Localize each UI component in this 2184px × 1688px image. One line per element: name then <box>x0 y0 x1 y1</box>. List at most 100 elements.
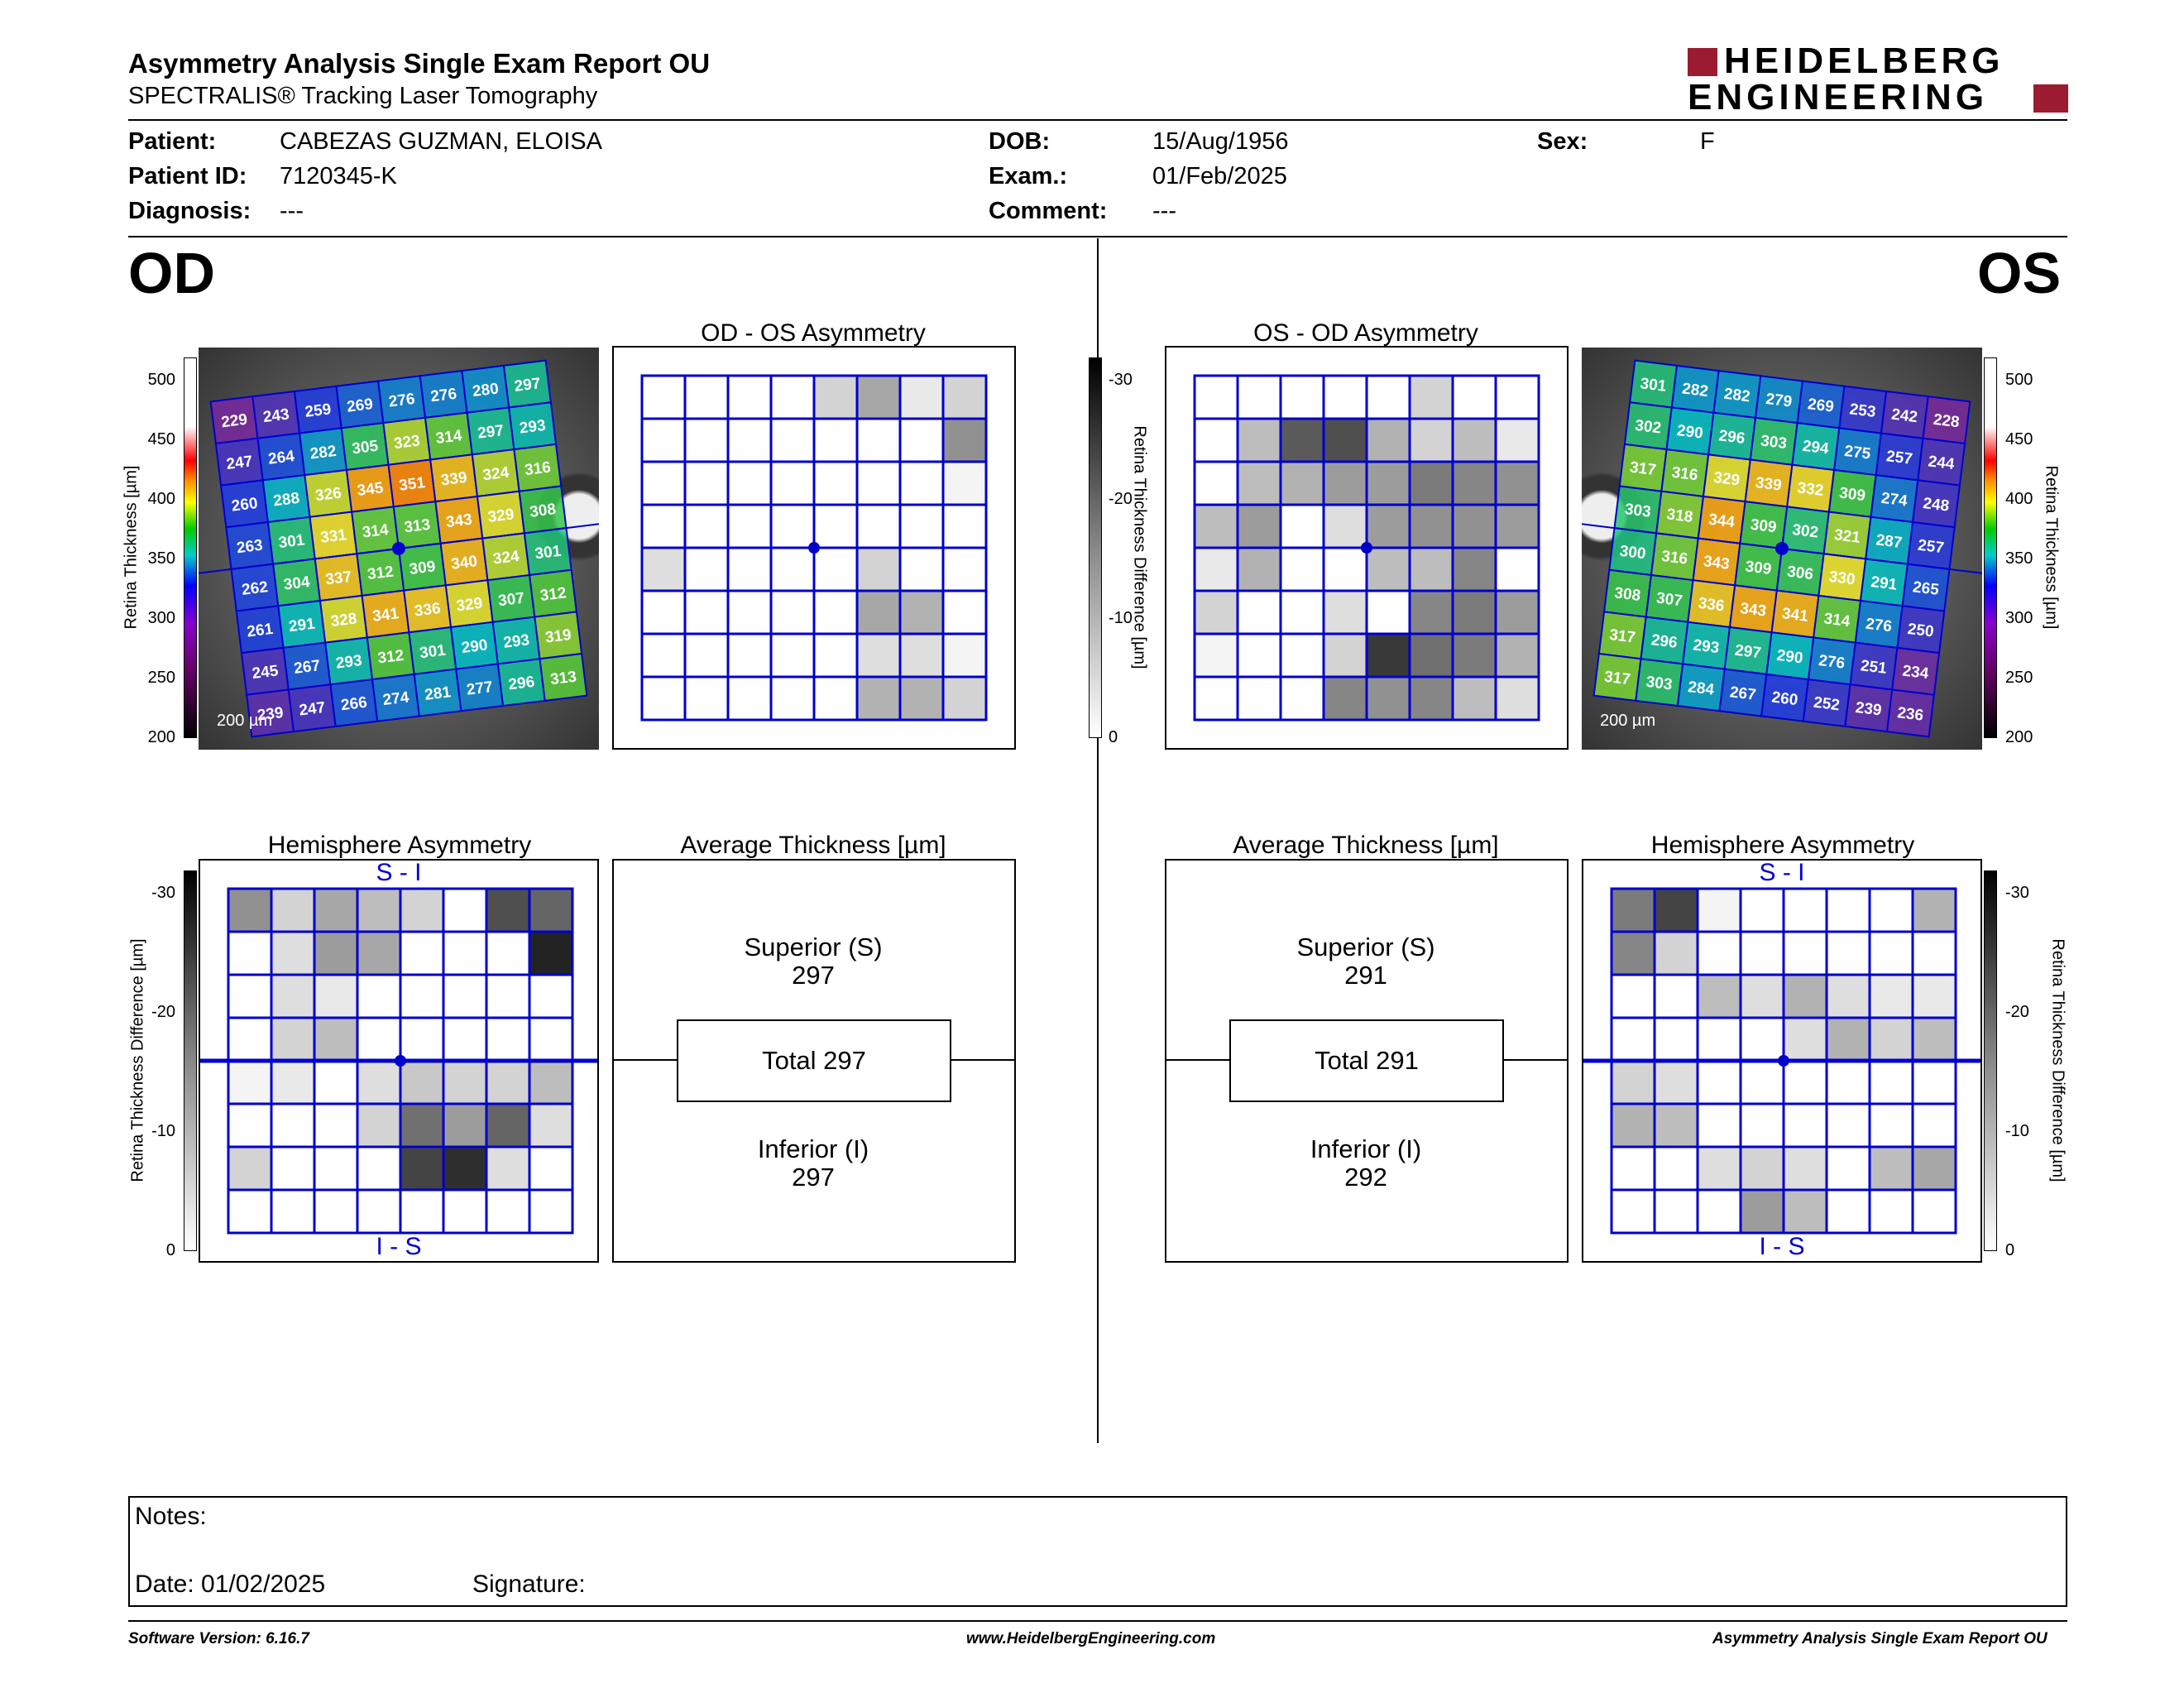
od-asym-title: OD - OS Asymmetry <box>701 319 926 347</box>
od-asym-cell <box>683 460 730 506</box>
os-hemi-cell <box>1782 1016 1828 1062</box>
od-avg-title: Average Thickness [µm] <box>680 832 946 859</box>
os-asym-cell <box>1322 632 1368 679</box>
od-fundus-value: 281 <box>424 683 452 704</box>
os-fundus-value: 257 <box>1917 537 1945 558</box>
os-hemi-cell <box>1610 1145 1656 1192</box>
od-hemi-cell <box>313 1059 359 1105</box>
os-hemi-cell <box>1911 1102 1957 1149</box>
notes-box[interactable]: Notes: Date: 01/02/2025 Signature: <box>128 1496 2067 1607</box>
od-asym-cell <box>855 675 902 722</box>
od-asym-cell <box>941 417 988 463</box>
os-asym-cell <box>1451 589 1497 635</box>
os-hemi-cell <box>1868 973 1914 1019</box>
os-fundus-value: 316 <box>1660 548 1688 568</box>
os-asym-cell <box>1408 632 1454 679</box>
os-asym-panel <box>1165 346 1569 750</box>
od-inferior-value: 297 <box>792 1163 835 1192</box>
os-asym-cell <box>1193 589 1239 635</box>
os-asym-cell <box>1451 460 1497 506</box>
os-asym-cell <box>1408 675 1454 722</box>
od-fundus-value: 305 <box>351 438 379 458</box>
sex-label: Sex: <box>1537 128 1588 155</box>
os-asym-cell <box>1494 589 1540 635</box>
od-fundus-value: 293 <box>502 631 530 652</box>
od-asym-cell <box>726 675 773 722</box>
os-fundus-value: 309 <box>1744 558 1772 578</box>
os-asym-cell <box>1451 632 1497 679</box>
os-asym-cell <box>1408 589 1454 635</box>
os-hemi-cell <box>1782 887 1828 933</box>
os-fundus-value: 330 <box>1828 568 1856 589</box>
os-fundus-value: 287 <box>1875 531 1903 552</box>
os-hemi-cell <box>1696 1145 1742 1192</box>
os-fundus-value: 269 <box>1807 396 1835 416</box>
od-asym-cell <box>898 589 945 635</box>
os-asym-cell <box>1322 675 1368 722</box>
od-hemi-cell <box>485 1145 531 1192</box>
patient-id-label: Patient ID: <box>128 163 247 189</box>
od-asym-cell <box>769 632 816 679</box>
os-hemi-cell <box>1653 1059 1699 1105</box>
os-fundus-value: 279 <box>1765 391 1793 411</box>
os-fundus-value: 307 <box>1655 590 1684 611</box>
os-asym-cell <box>1451 675 1497 722</box>
os-asym-cell <box>1408 546 1454 592</box>
od-asym-cell <box>855 503 902 549</box>
center-diff-axis-label: Retina Thickness Difference [µm] <box>1130 425 1149 669</box>
os-asym-cell <box>1365 546 1411 592</box>
os-asym-cell <box>1365 675 1411 722</box>
os-fundus-value: 341 <box>1781 605 1809 626</box>
od-asym-cell <box>683 632 730 679</box>
os-asym-cell <box>1193 374 1239 420</box>
od-hemi-cell <box>399 930 445 976</box>
od-superior-value: 297 <box>792 961 835 990</box>
os-asym-fovea-dot <box>1361 542 1372 554</box>
od-fundus-value: 341 <box>371 605 400 626</box>
os-asym-cell <box>1236 632 1282 679</box>
od-hemi-cell <box>485 973 531 1019</box>
os-fundus-value: 296 <box>1650 631 1679 652</box>
os-fundus-value: 303 <box>1624 501 1652 521</box>
od-asym-cell <box>812 589 859 635</box>
os-asym-cell <box>1193 632 1239 679</box>
od-fundus-value: 319 <box>544 626 572 647</box>
header-divider <box>128 119 2067 121</box>
od-fundus-value: 290 <box>461 636 489 657</box>
os-asym-cell <box>1279 374 1325 420</box>
os-hemi-cell <box>1782 930 1828 976</box>
od-hemi-cell <box>270 1145 316 1192</box>
os-hemi-panel <box>1582 859 2184 1263</box>
od-hemi-cell <box>227 930 273 976</box>
od-fundus-value: 312 <box>539 584 568 605</box>
os-hemi-cell <box>1610 930 1656 976</box>
od-fundus-value: 263 <box>236 537 264 558</box>
os-asym-cell <box>1279 417 1325 463</box>
od-fundus-value: 293 <box>335 652 363 673</box>
os-asym-cell <box>1408 460 1454 506</box>
os-fundus-value: 302 <box>1791 521 1819 542</box>
os-fundus-value: 321 <box>1833 526 1861 547</box>
od-thk-ticks-label: 350 <box>147 549 175 568</box>
od-hemi-grid <box>200 887 1855 1235</box>
footer-software: Software Version: 6.16.7 <box>128 1630 309 1647</box>
od-asym-cell <box>640 503 687 549</box>
os-hemi-cell <box>1911 930 1957 976</box>
os-asym-cell <box>1279 460 1325 506</box>
os-fundus-value: 318 <box>1665 506 1693 526</box>
os-hemi-cell <box>1610 1188 1656 1235</box>
od-asym-cell <box>683 503 730 549</box>
os-hemi-cell <box>1782 1188 1828 1235</box>
footer-website[interactable]: www.HeidelbergEngineering.com <box>966 1630 1216 1647</box>
od-hemi-ticks-label: -20 <box>151 1003 175 1021</box>
os-hemi-cell <box>1825 1188 1871 1235</box>
os-fundus-value: 282 <box>1681 380 1709 400</box>
os-scale-bar: 200 µm <box>1600 712 1656 730</box>
patient-label: Patient: <box>128 128 217 155</box>
os-hemi-cell <box>1610 1059 1656 1105</box>
os-fundus-value: 294 <box>1802 438 1830 458</box>
od-asym-grid <box>640 374 988 722</box>
od-asym-cell <box>855 546 902 592</box>
os-fundus-value: 314 <box>1822 610 1851 631</box>
od-fundus-value: 313 <box>403 516 431 537</box>
